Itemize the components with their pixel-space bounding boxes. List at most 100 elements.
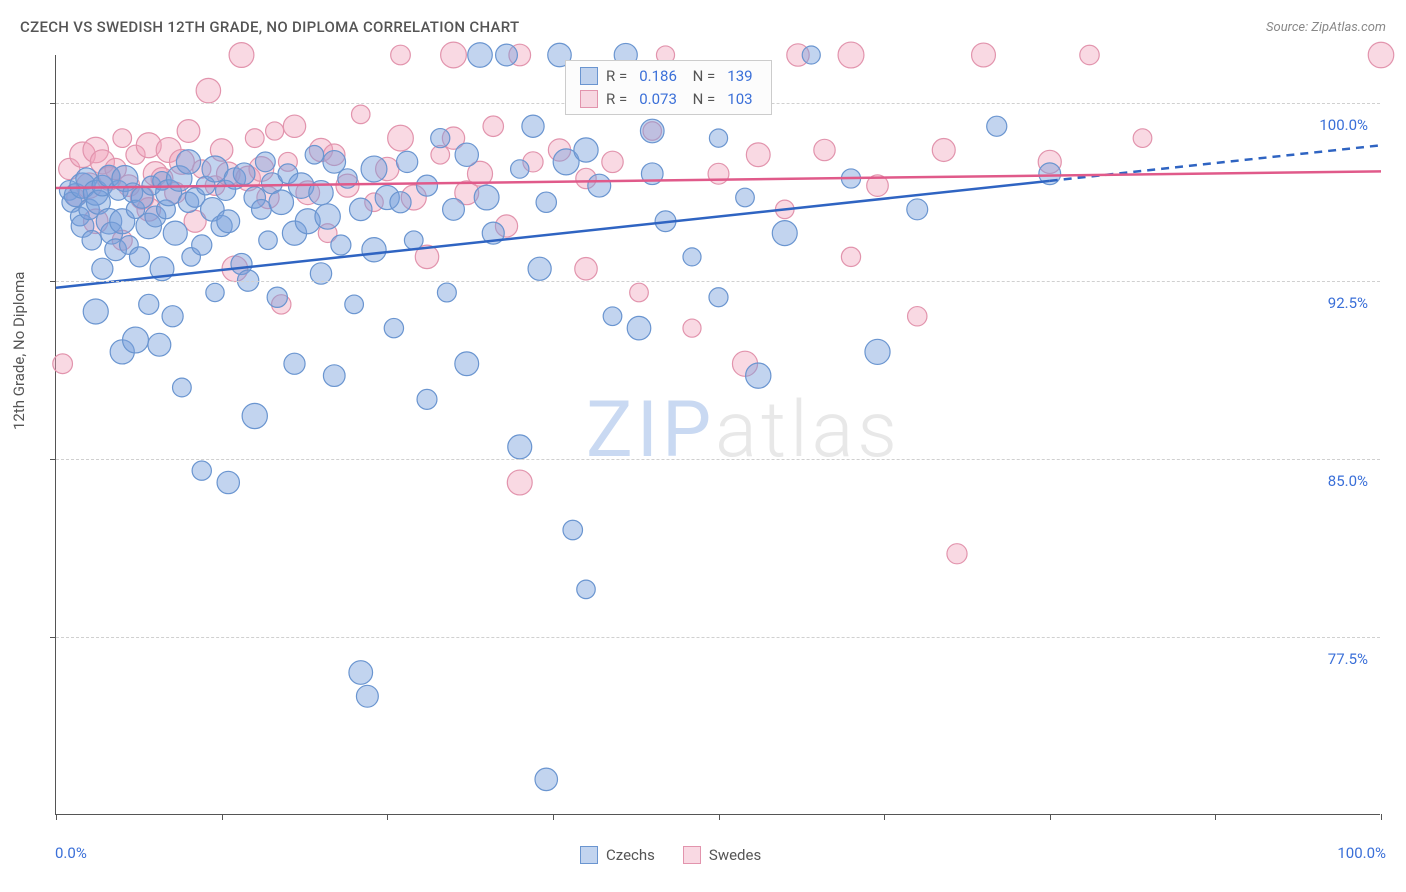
x-tick: [387, 814, 388, 820]
scatter-point: [575, 258, 597, 280]
scatter-point: [196, 78, 220, 102]
scatter-point: [455, 143, 478, 166]
scatter-point: [323, 365, 345, 387]
scatter-point: [709, 129, 727, 147]
scatter-point: [163, 221, 187, 245]
scatter-point: [129, 247, 149, 267]
scatter-point: [437, 283, 456, 302]
scatter-point: [173, 378, 192, 397]
legend-n-label: N =: [689, 88, 715, 111]
x-axis-min-label: 0.0%: [55, 844, 87, 862]
scatter-point: [746, 363, 771, 388]
y-tick: [50, 637, 56, 638]
scatter-point: [709, 288, 728, 307]
scatter-point: [972, 43, 996, 67]
scatter-point: [468, 43, 493, 68]
scatter-point: [1133, 129, 1152, 148]
scatter-point: [242, 403, 267, 428]
scatter-point: [908, 307, 927, 326]
scatter-point: [269, 190, 294, 215]
scatter-point: [474, 185, 499, 210]
scatter-point: [1080, 45, 1099, 64]
scatter-point: [536, 192, 556, 212]
scatter-point: [404, 231, 423, 250]
scatter-point: [217, 471, 239, 493]
scatter-point: [588, 174, 611, 197]
y-tick: [50, 281, 56, 282]
legend-label-czechs: Czechs: [606, 846, 655, 864]
scatter-point: [397, 151, 418, 172]
chart-title: CZECH VS SWEDISH 12TH GRADE, NO DIPLOMA …: [20, 18, 519, 36]
scatter-point: [283, 115, 305, 137]
scatter-point: [113, 129, 132, 148]
y-tick-label: 100.0%: [1319, 116, 1368, 134]
x-tick: [1050, 814, 1051, 820]
legend-n-czechs: 139: [727, 65, 752, 88]
source-attribution: Source: ZipAtlas.com: [1266, 20, 1386, 35]
scatter-point: [345, 295, 364, 314]
scatter-point: [284, 353, 305, 374]
scatter-point: [206, 283, 224, 301]
y-tick-label: 77.5%: [1328, 650, 1368, 668]
scatter-point: [814, 139, 835, 160]
scatter-point: [443, 198, 465, 220]
scatter-point: [528, 257, 551, 280]
scatter-point: [350, 198, 372, 220]
scatter-point: [305, 146, 323, 164]
scatter-point: [229, 43, 254, 68]
x-tick: [719, 814, 720, 820]
scatter-point: [496, 44, 518, 66]
y-tick: [50, 103, 56, 104]
scatter-point: [361, 156, 387, 182]
scatter-point: [865, 339, 890, 364]
scatter-point: [92, 258, 113, 279]
scatter-point: [251, 199, 271, 219]
legend-r-czechs: 0.186: [639, 65, 677, 88]
x-tick: [56, 814, 57, 820]
scatter-point: [522, 115, 544, 137]
plot-area: ZIPatlas 77.5%85.0%92.5%100.0%: [55, 55, 1380, 815]
scatter-point: [266, 122, 284, 140]
gridline: [56, 637, 1380, 638]
scatter-point: [123, 327, 149, 353]
scatter-point: [577, 580, 595, 598]
scatter-point: [331, 235, 351, 255]
scatter-point: [630, 283, 649, 302]
x-tick: [884, 814, 885, 820]
legend-swatch-czechs-b: [580, 846, 598, 864]
legend-swatch-swedes: [580, 90, 598, 108]
y-tick: [50, 459, 56, 460]
scatter-point: [511, 160, 529, 178]
scatter-point: [356, 685, 378, 707]
scatter-point: [535, 768, 557, 790]
y-tick-label: 92.5%: [1328, 294, 1368, 312]
legend-item-swedes: Swedes: [683, 846, 761, 864]
legend-n-label: N =: [689, 65, 715, 88]
scatter-point: [82, 231, 101, 250]
scatter-point: [627, 316, 651, 340]
scatter-point: [603, 307, 622, 326]
gridline: [56, 281, 1380, 282]
legend-correlation: R = 0.186 N = 139 R = 0.073 N = 103: [565, 60, 772, 115]
legend-r-label: R =: [606, 65, 627, 88]
scatter-point: [683, 248, 701, 266]
scatter-point: [245, 129, 264, 148]
scatter-point: [431, 129, 450, 148]
scatter-point: [177, 120, 200, 143]
legend-series: Czechs Swedes: [580, 846, 761, 864]
scatter-point: [362, 238, 386, 262]
scatter-point: [53, 354, 73, 374]
scatter-point: [391, 45, 411, 65]
legend-label-swedes: Swedes: [709, 846, 761, 864]
scatter-point: [388, 125, 414, 151]
scatter-point: [162, 306, 183, 327]
scatter-point: [352, 105, 370, 123]
scatter-point: [1368, 42, 1394, 68]
scatter-point: [267, 287, 287, 307]
scatter-point: [736, 188, 755, 207]
scatter-point: [947, 544, 967, 564]
scatter-point: [574, 138, 598, 162]
scatter-point: [192, 461, 211, 480]
legend-swatch-czechs: [580, 67, 598, 85]
scatter-point: [746, 143, 770, 167]
